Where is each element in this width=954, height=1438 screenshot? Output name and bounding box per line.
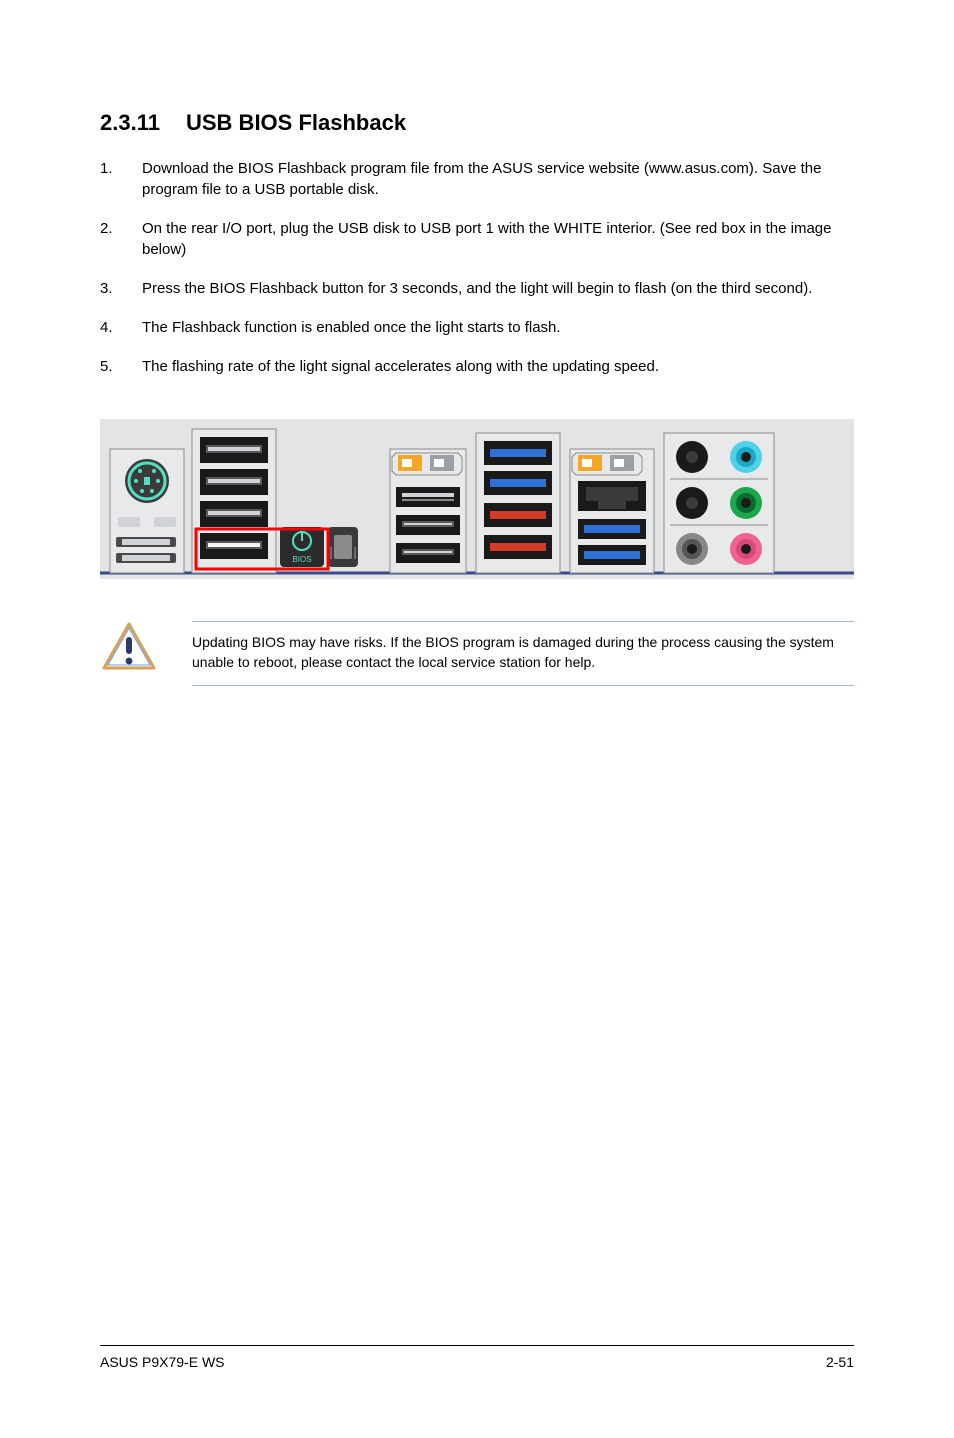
step-item: 5.The flashing rate of the light signal … — [100, 356, 854, 377]
step-text: On the rear I/O port, plug the USB disk … — [142, 218, 854, 260]
step-number: 4. — [100, 317, 142, 338]
footer-page-number: 2-51 — [826, 1354, 854, 1370]
warning-note: Updating BIOS may have risks. If the BIO… — [100, 621, 854, 686]
step-item: 3.Press the BIOS Flashback button for 3 … — [100, 278, 854, 299]
warning-text: Updating BIOS may have risks. If the BIO… — [192, 621, 854, 686]
warning-icon — [100, 621, 158, 673]
step-number: 2. — [100, 218, 142, 260]
section-title: USB BIOS Flashback — [186, 110, 406, 135]
io-panel-diagram: BIOS — [100, 415, 854, 585]
step-text: Press the BIOS Flashback button for 3 se… — [142, 278, 854, 299]
footer-product: ASUS P9X79-E WS — [100, 1354, 225, 1370]
step-number: 1. — [100, 158, 142, 200]
steps-list: 1.Download the BIOS Flashback program fi… — [100, 158, 854, 377]
step-text: The flashing rate of the light signal ac… — [142, 356, 854, 377]
step-item: 1.Download the BIOS Flashback program fi… — [100, 158, 854, 200]
step-item: 2.On the rear I/O port, plug the USB dis… — [100, 218, 854, 260]
step-text: The Flashback function is enabled once t… — [142, 317, 854, 338]
page-footer: ASUS P9X79-E WS 2-51 — [100, 1345, 854, 1370]
section-number: 2.3.11 — [100, 110, 186, 136]
io-panel-svg: BIOS — [100, 419, 854, 581]
section-heading: 2.3.11USB BIOS Flashback — [100, 110, 854, 136]
bios-label: BIOS — [292, 555, 311, 564]
step-text: Download the BIOS Flashback program file… — [142, 158, 854, 200]
step-number: 3. — [100, 278, 142, 299]
step-number: 5. — [100, 356, 142, 377]
step-item: 4.The Flashback function is enabled once… — [100, 317, 854, 338]
